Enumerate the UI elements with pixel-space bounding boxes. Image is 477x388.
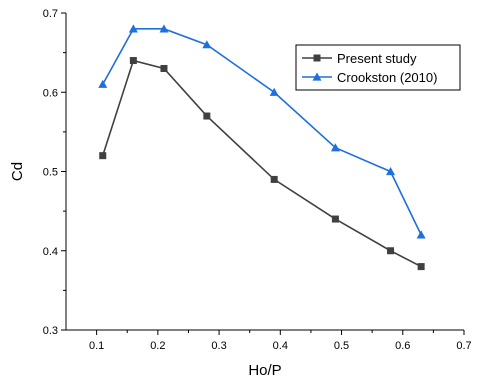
legend-label: Crookston (2010)	[337, 70, 437, 85]
data-point	[331, 215, 339, 223]
data-point	[416, 230, 426, 239]
data-point	[270, 175, 278, 183]
data-point	[99, 152, 107, 160]
data-point	[159, 24, 169, 33]
legend-marker	[313, 54, 321, 62]
x-tick-label: 0.3	[211, 340, 226, 352]
x-tick-label: 0.5	[334, 340, 349, 352]
data-point	[202, 40, 212, 49]
data-point	[330, 143, 340, 152]
data-point	[386, 167, 396, 176]
x-tick-label: 0.1	[89, 340, 104, 352]
data-point	[128, 24, 138, 33]
data-point	[417, 263, 425, 271]
series-line-1	[101, 59, 422, 268]
data-point	[160, 64, 168, 72]
data-point	[98, 79, 108, 88]
data-point	[269, 87, 279, 96]
x-tick-label: 0.7	[456, 340, 471, 352]
x-tick-label: 0.4	[273, 340, 288, 352]
legend-marker	[312, 72, 322, 81]
x-tick-label: 0.6	[395, 340, 410, 352]
y-tick-label: 0.6	[43, 87, 58, 99]
series-layer	[98, 24, 426, 271]
data-point	[203, 112, 211, 120]
data-point	[129, 57, 137, 65]
y-tick-label: 0.5	[43, 167, 58, 179]
legend: Present study Crookston (2010)	[295, 44, 461, 91]
legend-label: Present study	[337, 51, 417, 66]
legend-box	[295, 44, 461, 91]
series-line-2	[102, 28, 422, 236]
x-axis-title: Ho/P	[248, 362, 281, 379]
y-tick-label: 0.7	[43, 8, 58, 20]
y-axis-title: Cd	[9, 162, 26, 181]
axes: 0.1 0.2 0.3 0.4 0.5 0.6 0.7 0.3 0.4 0.5 0.6 0.7	[43, 8, 472, 352]
y-tick-label: 0.4	[43, 246, 58, 258]
x-tick-label: 0.2	[150, 340, 165, 352]
y-tick-label: 0.3	[43, 325, 58, 337]
data-point	[387, 247, 395, 255]
